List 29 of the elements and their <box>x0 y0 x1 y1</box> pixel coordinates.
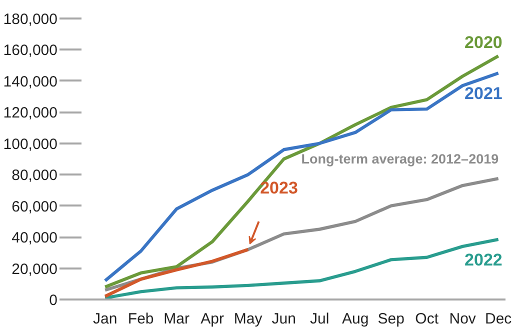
y-tick-label: 20,000 <box>12 260 58 278</box>
x-tick-label: Jul <box>310 310 330 328</box>
x-tick-label: Jun <box>272 310 296 328</box>
x-tick-label: Aug <box>342 310 369 328</box>
series-label: Long-term average: 2012–2019 <box>301 152 499 167</box>
y-tick-label: 100,000 <box>3 136 58 153</box>
x-tick-label: Feb <box>128 310 154 328</box>
y-tick-label: 160,000 <box>3 42 58 60</box>
series-label: 2022 <box>464 250 502 270</box>
series-label: 2020 <box>464 32 502 52</box>
x-tick-label: Mar <box>164 310 190 328</box>
line-series <box>103 248 250 298</box>
y-tick-label: 80,000 <box>12 167 58 184</box>
y-tick-label: 140,000 <box>3 73 58 90</box>
series-label: 2021 <box>464 84 502 104</box>
y-tick-label: 0 <box>49 292 58 309</box>
line-series <box>103 238 500 300</box>
x-tick-label: Oct <box>415 310 440 328</box>
text: 2023 <box>260 178 298 198</box>
x-tick-label: May <box>234 310 263 328</box>
x-tick-label: Dec <box>485 310 512 328</box>
y-tick-label: 60,000 <box>12 198 58 216</box>
y-tick-label: 40,000 <box>12 230 58 247</box>
x-tick-label: Sep <box>378 310 404 328</box>
x-tick-label: Apr <box>200 310 224 328</box>
x-tick-label: Jan <box>93 310 118 328</box>
y-tick-label: 180,000 <box>3 11 58 28</box>
x-tick-label: Nov <box>449 310 476 328</box>
y-tick-label: 120,000 <box>3 104 58 122</box>
